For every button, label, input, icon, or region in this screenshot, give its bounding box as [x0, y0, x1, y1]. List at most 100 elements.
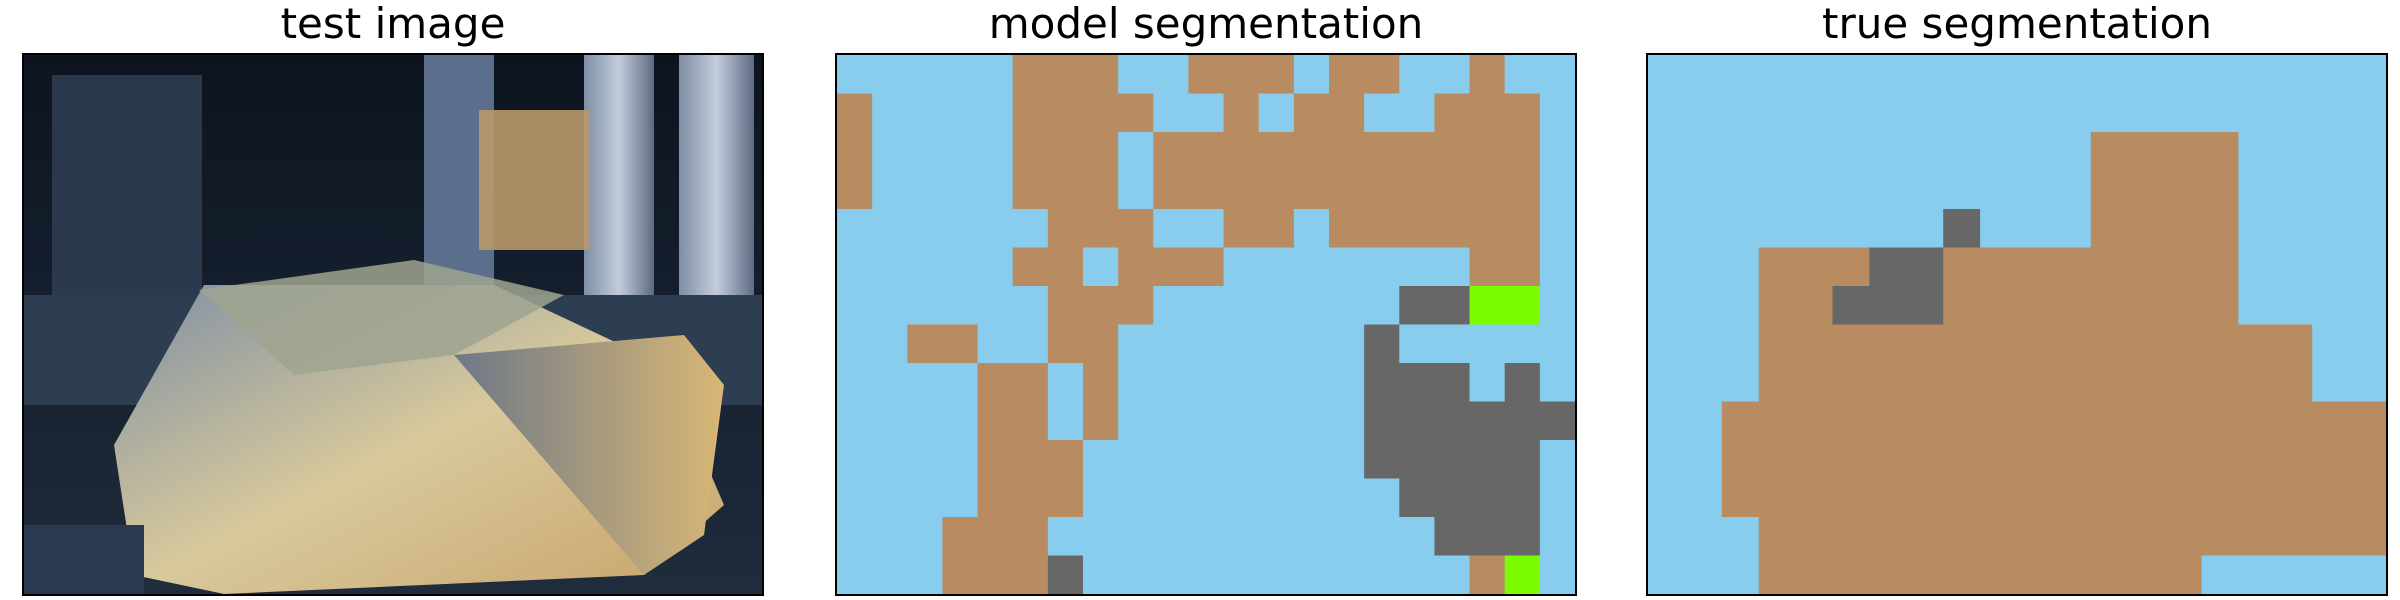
true-segmentation-cell	[1795, 247, 1834, 287]
model-segmentation-cell	[1329, 132, 1365, 172]
model-segmentation-cell	[1399, 286, 1436, 326]
model-segmentation-cell	[1083, 170, 1119, 210]
model-segmentation-cell	[1083, 401, 1119, 441]
true-segmentation-cell	[1684, 170, 1723, 210]
true-segmentation-cell	[1943, 440, 1981, 480]
true-segmentation-cell	[1758, 170, 1797, 210]
true-segmentation-cell	[1906, 247, 1944, 287]
true-segmentation-cell	[2017, 517, 2055, 557]
model-segmentation-cell	[1399, 440, 1436, 480]
true-segmentation-cell	[1648, 555, 1686, 594]
true-segmentation-cell	[1869, 517, 1907, 557]
model-segmentation-cell	[907, 363, 944, 403]
model-segmentation-cell	[1118, 170, 1154, 210]
true-segmentation-cell	[2349, 478, 2386, 518]
true-segmentation-cell	[2238, 286, 2276, 326]
model-segmentation-cell	[1539, 440, 1575, 480]
true-segmentation-cell	[1980, 247, 2018, 287]
model-segmentation-cell	[1118, 55, 1154, 95]
true-segmentation-cell	[1684, 363, 1723, 403]
model-segmentation-cell	[1153, 247, 1190, 287]
true-segmentation-cell	[2312, 440, 2350, 480]
true-segmentation-cell	[2017, 363, 2055, 403]
model-segmentation-cell	[1329, 209, 1365, 249]
model-segmentation-cell	[1188, 324, 1225, 364]
true-segmentation-cell	[1721, 55, 1760, 95]
model-segmentation-cell	[1223, 209, 1260, 249]
model-segmentation-cell	[1434, 324, 1471, 364]
photo-wall-panel	[52, 75, 202, 325]
model-segmentation-cell	[1293, 170, 1330, 210]
model-segmentation-cell	[1329, 478, 1365, 518]
true-segmentation-cell	[1869, 478, 1907, 518]
model-segmentation-cell	[1153, 324, 1190, 364]
true-segmentation-cell	[1721, 517, 1760, 557]
model-segmentation-cell	[1188, 170, 1225, 210]
true-segmentation-cell	[2238, 517, 2276, 557]
true-segmentation-cell	[2053, 517, 2092, 557]
model-segmentation-cell	[942, 132, 979, 172]
true-segmentation-cell	[1721, 286, 1760, 326]
model-segmentation-cell	[1399, 478, 1436, 518]
model-segmentation-cell	[1153, 286, 1190, 326]
model-segmentation-cell	[977, 324, 1014, 364]
true-segmentation-cell	[2053, 247, 2092, 287]
model-segmentation-cell	[1083, 132, 1119, 172]
model-segmentation-cell	[1258, 209, 1295, 249]
model-segmentation-cell	[1223, 517, 1260, 557]
true-segmentation-cell	[2275, 247, 2313, 287]
model-segmentation-cell	[1539, 93, 1575, 133]
true-segmentation-cell	[1943, 478, 1981, 518]
model-segmentation-cell	[1047, 478, 1084, 518]
true-segmentation-cell	[2349, 324, 2386, 364]
model-segmentation-cell	[1329, 286, 1365, 326]
model-segmentation-cell	[1012, 170, 1049, 210]
true-segmentation-cell	[1832, 247, 1870, 287]
model-segmentation-cell	[1364, 401, 1400, 441]
model-segmentation-cell	[1188, 286, 1225, 326]
true-segmentation-cell	[1721, 170, 1760, 210]
model-segmentation-cell	[1504, 401, 1541, 441]
model-segmentation-cell	[1364, 517, 1400, 557]
true-segmentation-cell	[2275, 555, 2313, 594]
model-segmentation-cell	[837, 247, 873, 287]
true-segmentation-cell	[2017, 93, 2055, 133]
true-segmentation-cell	[2127, 363, 2166, 403]
true-segmentation-cell	[2238, 247, 2276, 287]
true-segmentation-cell	[1832, 132, 1870, 172]
model-segmentation-cell	[1364, 93, 1400, 133]
true-segmentation-cell	[1869, 209, 1907, 249]
model-segmentation-cell	[1188, 247, 1225, 287]
model-segmentation-cell	[1083, 55, 1119, 95]
true-segmentation-cell	[2275, 401, 2313, 441]
model-segmentation-cell	[1364, 247, 1400, 287]
model-segmentation-cell	[907, 517, 944, 557]
true-segmentation-cell	[1943, 93, 1981, 133]
true-segmentation-cell	[1906, 363, 1944, 403]
model-segmentation-cell	[1188, 55, 1225, 95]
true-segmentation-cell	[2164, 517, 2203, 557]
model-segmentation-cell	[1364, 440, 1400, 480]
true-segmentation-cell	[2127, 170, 2166, 210]
model-segmentation-cell	[1153, 209, 1190, 249]
model-segmentation-cell	[1434, 286, 1471, 326]
true-segmentation-cell	[2017, 247, 2055, 287]
true-segmentation-cell	[2053, 170, 2092, 210]
true-segmentation-cell	[2201, 324, 2239, 364]
true-segmentation-cell	[1758, 132, 1797, 172]
true-segmentation-cell	[1795, 363, 1834, 403]
model-segmentation-cell	[1188, 363, 1225, 403]
model-segmentation-cell	[837, 93, 873, 133]
model-segmentation-cell	[1258, 478, 1295, 518]
true-segmentation-cell	[2053, 363, 2092, 403]
true-segmentation-cell	[2017, 170, 2055, 210]
model-segmentation-cell	[872, 170, 908, 210]
model-segmentation-cell	[837, 517, 873, 557]
model-segmentation-cell	[1047, 324, 1084, 364]
model-segmentation-cell	[1504, 132, 1541, 172]
true-segmentation-cell	[1648, 55, 1686, 95]
model-segmentation-cell	[1504, 324, 1541, 364]
model-segmentation-cell	[1083, 324, 1119, 364]
model-segmentation-cell	[1118, 440, 1154, 480]
model-segmentation-cell	[1434, 401, 1471, 441]
